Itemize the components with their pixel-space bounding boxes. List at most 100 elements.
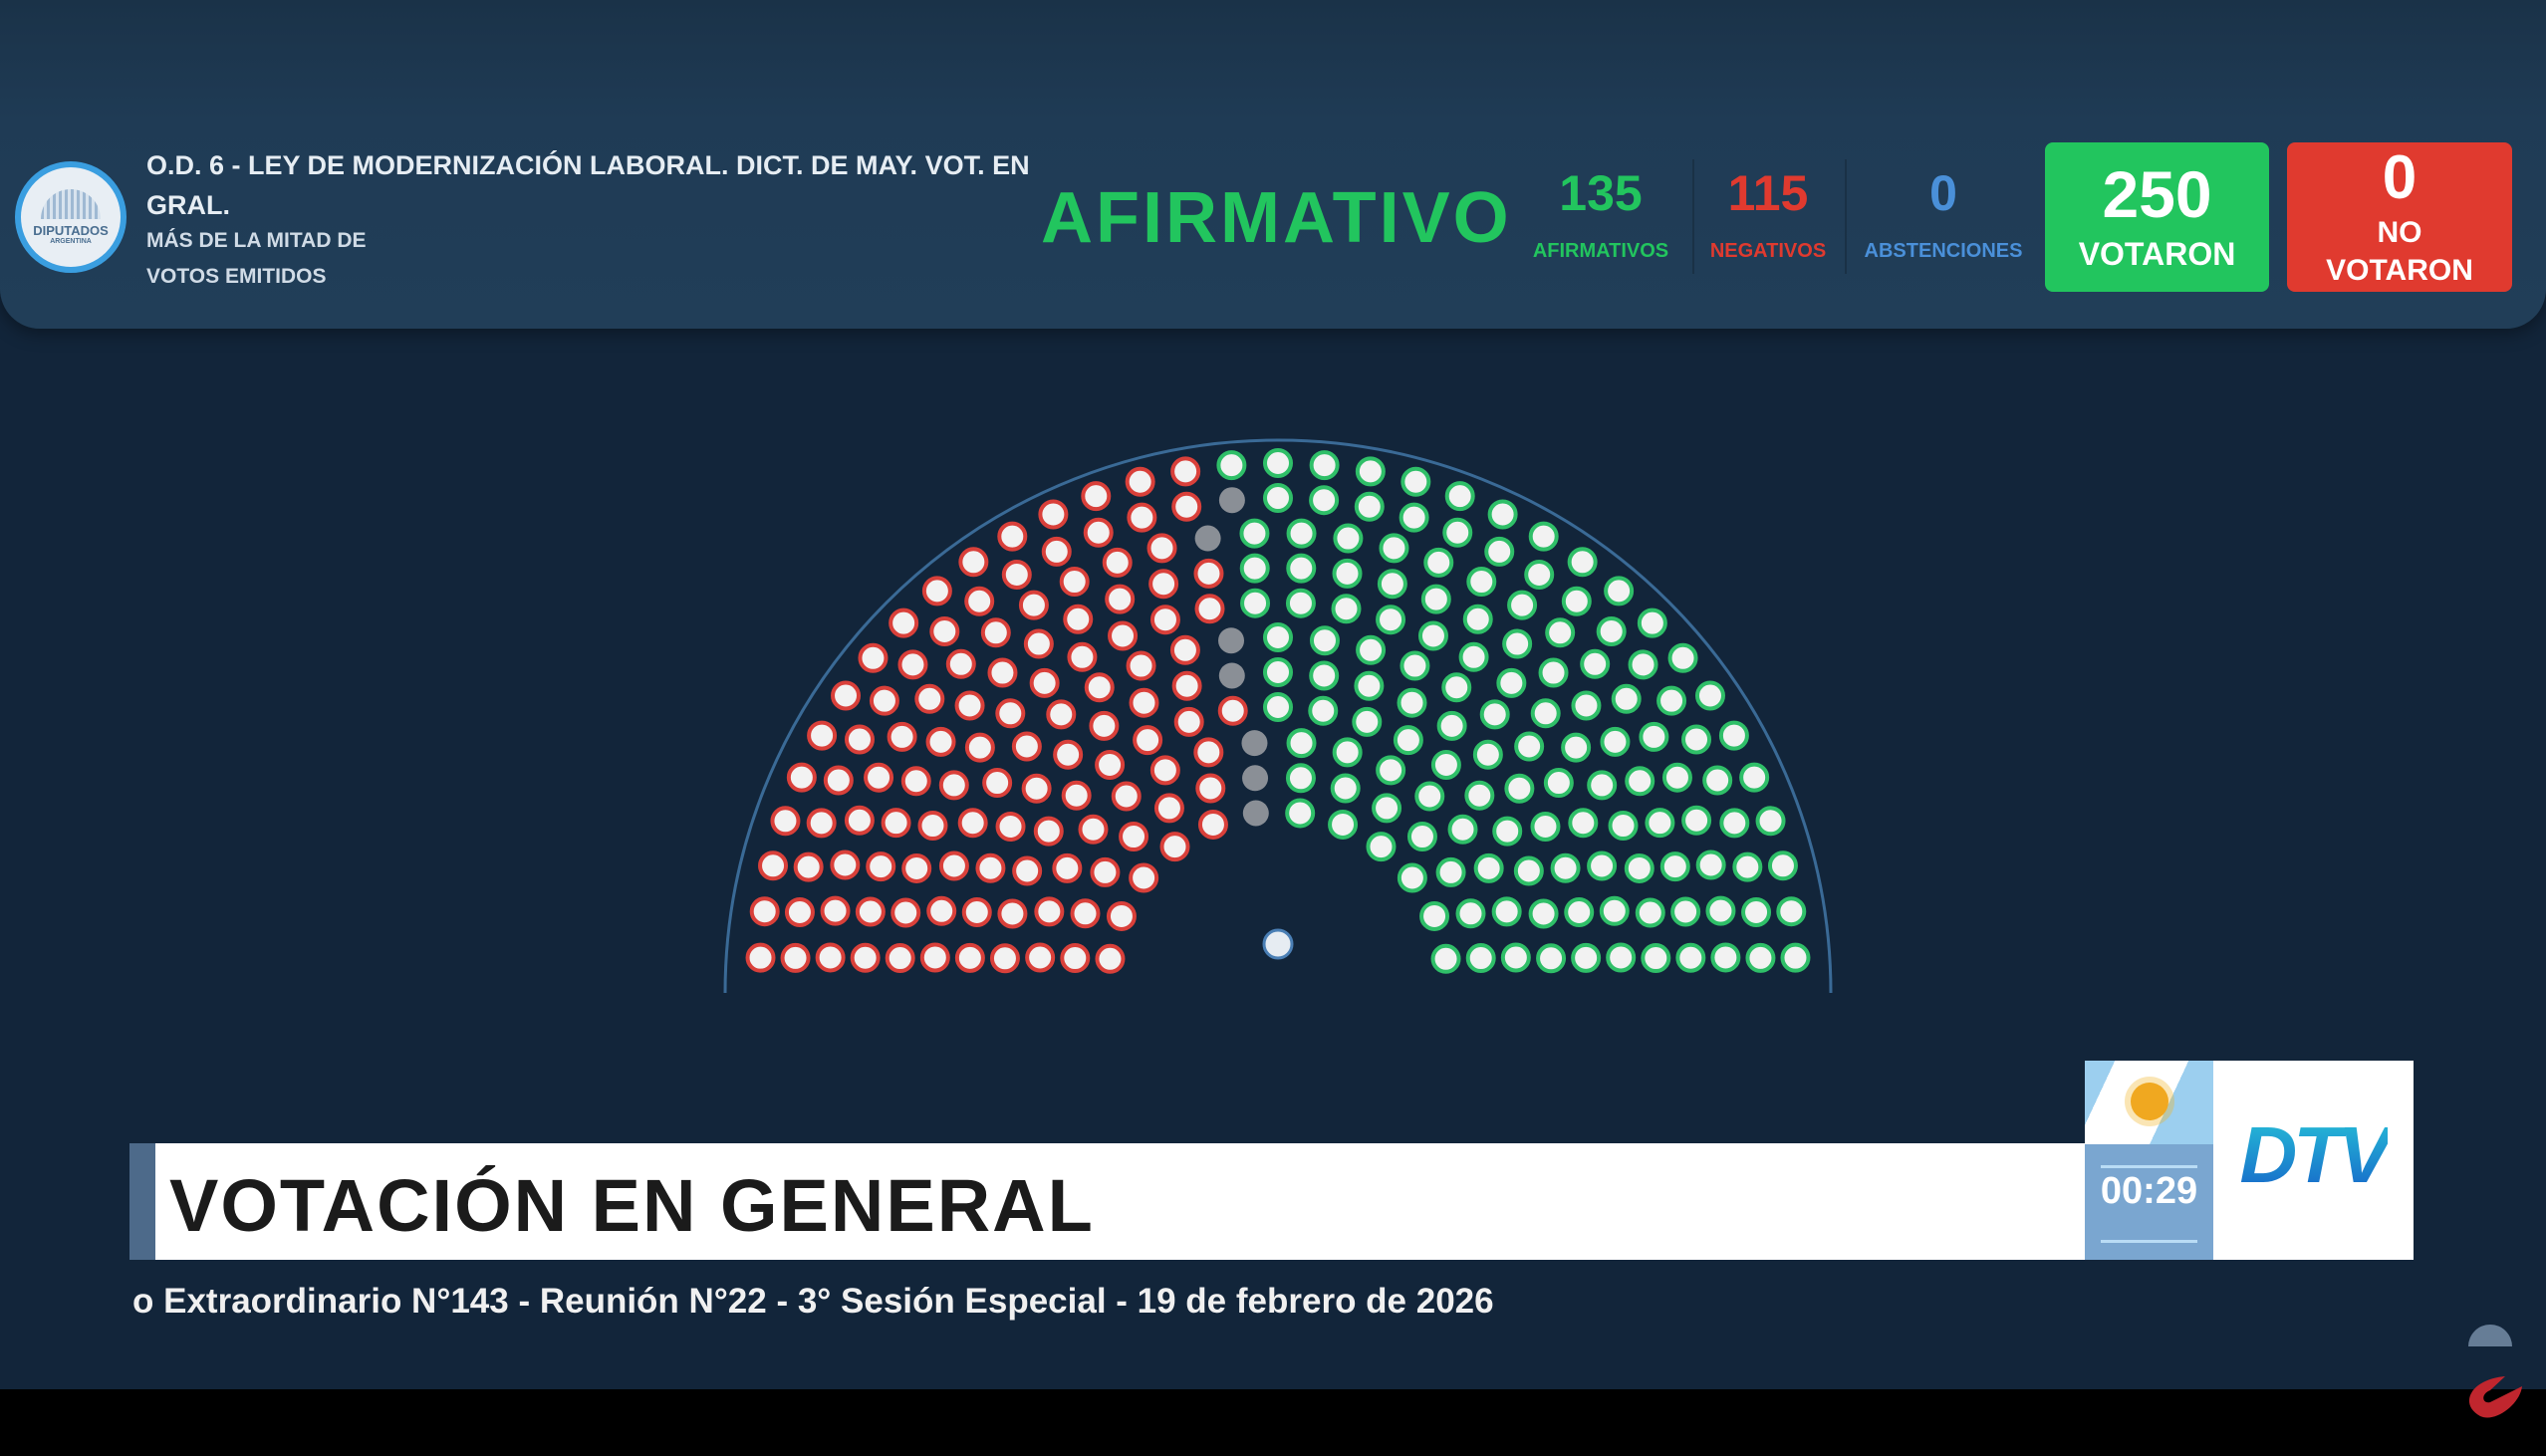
seat-negative <box>1025 942 1056 973</box>
abstention-label: ABSTENCIONES <box>1864 240 2023 262</box>
seat-negative <box>975 852 1006 883</box>
seat-negative <box>980 617 1011 648</box>
seat-negative <box>855 896 886 927</box>
seat-negative <box>850 942 881 973</box>
seat-affirmative <box>1528 898 1559 929</box>
seat-affirmative <box>1397 862 1427 893</box>
seat-negative <box>864 762 894 793</box>
diputados-logo: DIPUTADOS ARGENTINA <box>15 161 127 273</box>
seat-negative <box>830 849 861 880</box>
seat-negative <box>1106 900 1137 931</box>
seat-negative <box>954 942 985 973</box>
argentina-flag-icon <box>2085 1061 2213 1144</box>
seat-negative <box>1041 536 1072 567</box>
seat-affirmative <box>1285 763 1316 794</box>
seat-affirmative <box>1571 690 1602 721</box>
seat-affirmative <box>1504 773 1535 804</box>
affirmative-value: 135 <box>1559 165 1643 221</box>
seat-negative <box>1149 755 1180 786</box>
seat-negative <box>820 895 851 926</box>
seat-negative <box>987 657 1018 688</box>
seat-affirmative <box>1332 558 1363 589</box>
seat-negative <box>758 850 789 881</box>
seat-negative <box>961 897 992 928</box>
seat-affirmative <box>1285 588 1316 618</box>
seat-negative <box>1171 491 1202 522</box>
seat-affirmative <box>1484 536 1515 567</box>
seat-empty <box>1194 525 1221 552</box>
letterbox-bar <box>0 1389 2546 1456</box>
seat-affirmative <box>1719 808 1750 839</box>
seat-empty <box>1218 487 1245 514</box>
hemicycle-seat-chart <box>723 438 1833 994</box>
seat-negative <box>1148 569 1179 600</box>
seat-negative <box>925 726 956 757</box>
seat-negative <box>815 942 846 973</box>
seat-affirmative <box>1458 641 1489 672</box>
seat-negative <box>1033 816 1064 847</box>
session-ticker: o Extraordinario N°143 - Reunión N°22 - … <box>132 1282 1494 1321</box>
seat-negative <box>954 690 985 721</box>
negative-count: 115 NEGATIVOS <box>1683 164 1853 263</box>
seat-negative <box>780 942 811 973</box>
seat-empty <box>1241 730 1268 757</box>
seat-affirmative <box>1330 773 1361 804</box>
seat-negative <box>786 762 817 793</box>
seat-affirmative <box>1502 628 1533 659</box>
seat-negative <box>1173 706 1204 737</box>
seat-negative <box>957 808 988 839</box>
seat-negative <box>784 896 815 927</box>
seat-negative <box>897 649 928 680</box>
seat-affirmative <box>1496 667 1527 698</box>
vote-timer: 00:29 <box>2100 1170 2198 1212</box>
seat-affirmative <box>1239 518 1270 549</box>
seat-affirmative <box>1536 943 1567 974</box>
seat-affirmative <box>1487 499 1518 530</box>
seat-negative <box>958 547 989 578</box>
seat-affirmative <box>1354 670 1385 701</box>
seat-negative <box>1089 710 1120 741</box>
seat-affirmative <box>1286 553 1317 584</box>
seat-affirmative <box>1561 732 1592 763</box>
seat-affirmative <box>1667 642 1698 673</box>
hemicycle-outline <box>723 438 1833 994</box>
seat-negative <box>1102 547 1133 578</box>
seat-affirmative <box>1400 466 1431 497</box>
seat-affirmative <box>1379 533 1409 564</box>
seat-negative <box>806 808 837 839</box>
seat-negative <box>1108 620 1139 651</box>
seat-negative <box>1001 559 1032 590</box>
seat-affirmative <box>1328 809 1359 840</box>
seat-negative <box>881 808 911 839</box>
seat-negative <box>1060 943 1091 974</box>
seat-affirmative <box>1309 450 1340 481</box>
seat-affirmative <box>1659 851 1690 882</box>
seat-negative <box>793 851 824 882</box>
seat-affirmative <box>1333 523 1364 554</box>
seat-affirmative <box>1528 521 1559 552</box>
seat-negative <box>1133 725 1163 756</box>
seat-affirmative <box>1670 896 1701 927</box>
seat-negative <box>964 732 995 763</box>
seat-negative <box>823 765 854 796</box>
seat-negative <box>844 724 875 755</box>
seat-affirmative <box>1414 781 1445 812</box>
seat-negative <box>964 586 995 616</box>
seat-affirmative <box>1309 625 1340 656</box>
seat-negative <box>1090 856 1121 887</box>
seat-negative <box>1046 699 1077 730</box>
seat-negative <box>1070 898 1101 929</box>
seat-affirmative <box>1599 895 1630 926</box>
lower-third-title: VOTACIÓN EN GENERAL <box>169 1164 1095 1247</box>
seat-negative <box>1197 809 1228 840</box>
seat-affirmative <box>1491 896 1522 927</box>
seat-negative <box>1038 499 1069 530</box>
seat-negative <box>901 852 932 883</box>
seat-empty <box>1242 800 1269 827</box>
sun-of-may-icon <box>2131 1083 2168 1120</box>
seat-negative <box>1149 605 1180 635</box>
voted-value: 250 <box>2102 157 2212 231</box>
seat-negative <box>1195 773 1226 804</box>
seat-affirmative <box>1681 805 1712 836</box>
seat-affirmative <box>1543 768 1574 799</box>
